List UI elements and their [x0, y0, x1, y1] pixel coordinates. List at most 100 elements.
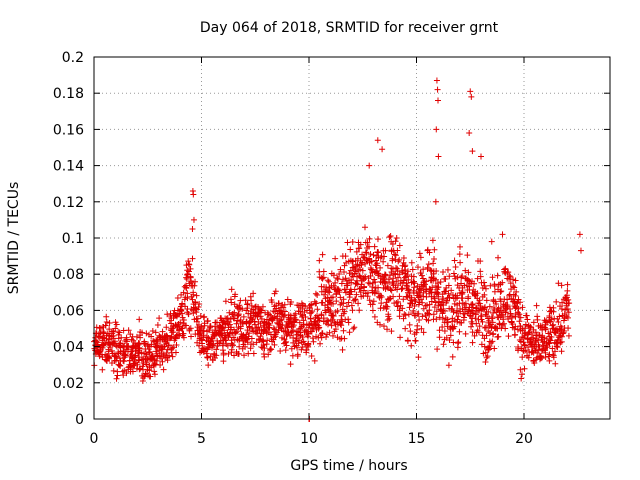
data-point — [120, 372, 127, 379]
data-point — [268, 297, 275, 304]
data-point — [478, 153, 484, 160]
data-point — [481, 282, 488, 289]
data-point — [116, 355, 123, 362]
data-point — [504, 296, 511, 303]
data-point — [442, 275, 449, 282]
data-point — [353, 280, 360, 287]
data-point — [488, 313, 495, 320]
data-point — [497, 298, 504, 305]
data-point — [480, 279, 487, 286]
data-point — [483, 332, 490, 339]
data-point — [134, 361, 141, 368]
data-point — [414, 322, 421, 329]
data-point — [396, 256, 403, 263]
data-point — [310, 338, 317, 345]
data-point — [113, 375, 120, 382]
data-point — [340, 327, 347, 334]
data-point — [415, 354, 422, 361]
data-point — [163, 349, 170, 356]
data-point — [375, 284, 382, 291]
data-point — [445, 290, 452, 297]
data-point — [433, 316, 440, 323]
data-point — [336, 289, 343, 296]
data-point — [192, 305, 199, 312]
data-point — [248, 335, 255, 342]
data-point — [95, 333, 102, 340]
data-point — [342, 275, 349, 282]
data-point — [369, 301, 376, 308]
data-point — [521, 365, 528, 372]
data-point — [506, 272, 513, 279]
data-point — [406, 321, 413, 328]
data-point — [478, 306, 485, 313]
data-point — [391, 251, 398, 258]
data-point — [341, 335, 348, 342]
data-point — [235, 311, 242, 318]
data-point — [521, 341, 528, 348]
data-point — [576, 231, 583, 238]
data-point — [407, 328, 414, 335]
data-point — [502, 325, 509, 332]
y-tick-label: 0.14 — [53, 159, 84, 175]
data-point — [396, 293, 403, 300]
data-point — [294, 352, 301, 359]
data-point — [281, 312, 288, 319]
x-tick-label: 20 — [515, 431, 533, 447]
data-point — [193, 309, 200, 316]
data-point — [442, 288, 449, 295]
data-point — [511, 284, 518, 291]
data-point — [404, 268, 411, 275]
data-point — [534, 313, 541, 320]
data-point — [370, 251, 377, 258]
data-point — [251, 318, 258, 325]
data-point — [509, 276, 516, 283]
data-point — [499, 231, 506, 238]
data-point — [517, 299, 524, 306]
data-point — [495, 254, 502, 261]
data-point — [330, 313, 337, 320]
data-point — [330, 272, 337, 279]
data-point — [469, 301, 476, 308]
data-point — [357, 266, 364, 273]
data-point — [400, 277, 407, 284]
data-point — [564, 281, 571, 288]
data-point — [213, 346, 220, 353]
data-point — [250, 328, 257, 335]
data-point — [234, 317, 241, 324]
data-point — [436, 334, 443, 341]
data-point — [312, 290, 319, 297]
data-point — [450, 270, 457, 277]
data-point — [143, 361, 150, 368]
data-point — [260, 341, 267, 348]
points-layer — [91, 78, 584, 422]
data-point — [377, 292, 384, 299]
data-point — [287, 332, 294, 339]
data-point — [352, 266, 359, 273]
data-point — [564, 314, 571, 321]
data-point — [170, 329, 177, 336]
data-point — [169, 345, 176, 352]
data-point — [139, 377, 146, 384]
data-point — [402, 325, 409, 332]
data-point — [371, 243, 378, 250]
data-point — [471, 280, 478, 287]
data-point — [417, 270, 424, 277]
data-point — [248, 302, 255, 309]
data-point — [556, 313, 563, 320]
data-point — [519, 304, 526, 311]
data-point — [324, 317, 331, 324]
data-point — [204, 318, 211, 325]
data-point — [518, 371, 525, 378]
data-point — [534, 350, 541, 357]
data-point — [502, 265, 509, 272]
data-point — [319, 275, 326, 282]
data-point — [355, 300, 362, 307]
data-point — [396, 271, 403, 278]
data-point — [365, 243, 372, 250]
data-point — [266, 347, 273, 354]
data-point — [139, 329, 146, 336]
data-point — [320, 274, 327, 281]
data-point — [347, 267, 354, 274]
data-point — [254, 313, 261, 320]
